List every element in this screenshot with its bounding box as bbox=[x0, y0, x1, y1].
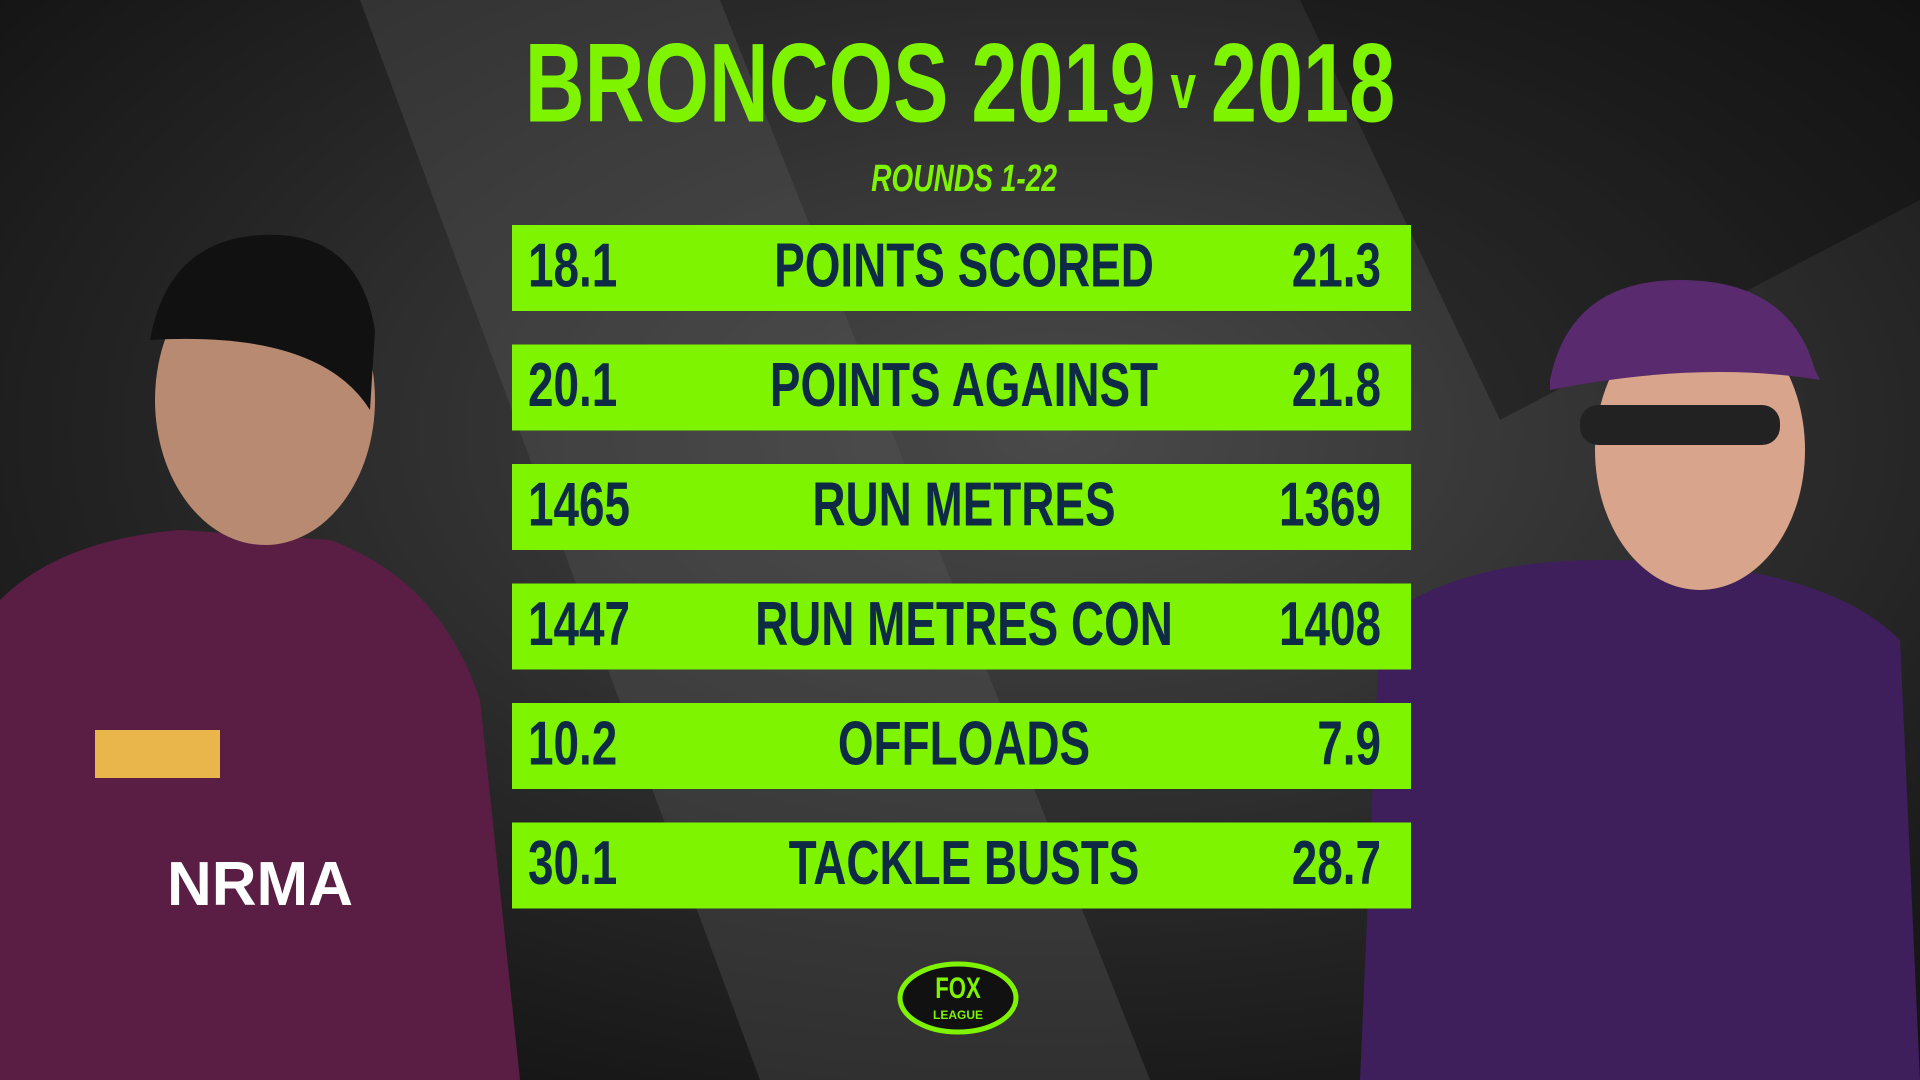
stat-label: RUN METRES bbox=[812, 470, 1115, 539]
value-2018: 21.8 bbox=[1292, 350, 1381, 419]
value-2019: 30.1 bbox=[528, 828, 617, 897]
stat-label: TACKLE BUSTS bbox=[789, 828, 1140, 897]
value-2019: 20.1 bbox=[528, 350, 617, 419]
stat-row bbox=[512, 344, 1411, 431]
stat-row bbox=[512, 225, 1411, 311]
stat-row bbox=[512, 822, 1411, 909]
value-2018: 1369 bbox=[1279, 470, 1381, 539]
stat-label: POINTS AGAINST bbox=[770, 350, 1158, 419]
stat-row bbox=[512, 464, 1411, 550]
value-2019: 18.1 bbox=[528, 231, 617, 300]
stat-row bbox=[512, 583, 1411, 670]
stat-row bbox=[512, 703, 1411, 789]
stat-label: OFFLOADS bbox=[838, 709, 1090, 778]
title-left: BRONCOS 2019 bbox=[525, 20, 1156, 145]
value-2018: 28.7 bbox=[1292, 828, 1381, 897]
stat-label: POINTS SCORED bbox=[774, 231, 1154, 300]
subtitle: ROUNDS 1-22 bbox=[871, 158, 1057, 200]
value-2018: 21.3 bbox=[1292, 231, 1381, 300]
right-coach-photo bbox=[1360, 280, 1920, 1080]
logo-bottom: LEAGUE bbox=[933, 1008, 983, 1022]
left-coach-photo: NRMA bbox=[0, 234, 520, 1080]
title: BRONCOS 2019 v 2018 bbox=[525, 20, 1395, 145]
title-versus: v bbox=[1171, 53, 1197, 122]
logo-ring bbox=[897, 961, 1019, 1035]
stats-table: 18.1 POINTS SCORED 21.3 20.1 POINTS AGAINST 2… bbox=[512, 225, 1411, 909]
logo-top: FOX bbox=[935, 971, 981, 1005]
value-2019: 1447 bbox=[528, 589, 630, 658]
stat-label: RUN METRES CON bbox=[755, 589, 1173, 658]
value-2019: 1465 bbox=[528, 470, 630, 539]
title-right: 2018 bbox=[1211, 20, 1395, 145]
value-2018: 7.9 bbox=[1317, 709, 1381, 778]
fox-league-logo: FOX LEAGUE bbox=[897, 961, 1019, 1035]
value-2018: 1408 bbox=[1279, 589, 1381, 658]
background-shadow bbox=[1300, 0, 1920, 420]
svg-text:NRMA: NRMA bbox=[167, 850, 353, 919]
value-2019: 10.2 bbox=[528, 709, 617, 778]
